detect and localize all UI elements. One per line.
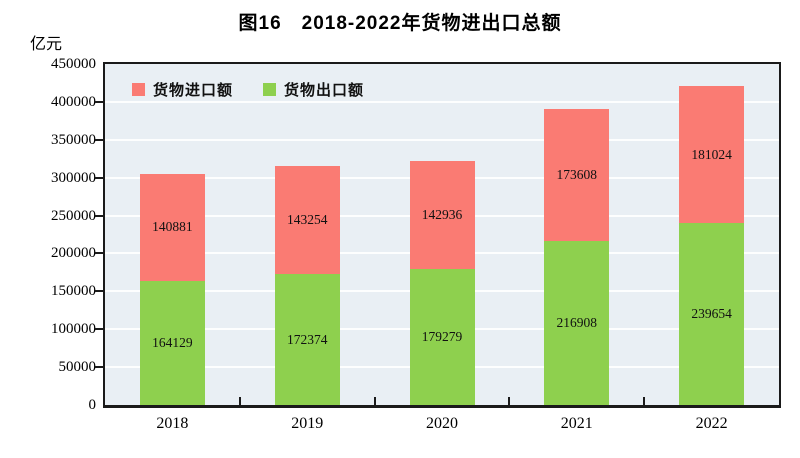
bar-segment-export: 216908 — [544, 240, 610, 405]
x-label-2021: 2021 — [560, 415, 593, 432]
y-tick-label: 350000 — [51, 131, 96, 148]
y-tick-label: 200000 — [51, 245, 96, 262]
bar-2021: 173608 216908 — [544, 109, 610, 405]
y-tick-label: 0 — [88, 397, 97, 413]
gridline — [105, 100, 779, 103]
chart-title: 图16 2018-2022年货物进出口总额 — [238, 13, 562, 34]
x-label-2020: 2020 — [426, 415, 458, 432]
legend-item-export: 货物出口额 — [263, 79, 364, 100]
y-tick — [95, 366, 103, 369]
y-tick — [95, 290, 103, 293]
bar-segment-import: 143254 — [274, 165, 340, 275]
x-label-2022: 2022 — [695, 415, 728, 432]
y-tick — [95, 252, 103, 255]
bar-2022: 181024 239654 — [679, 86, 745, 405]
y-tick-label: 100000 — [51, 321, 96, 338]
y-tick-label: 450000 — [51, 56, 96, 72]
y-axis-unit-label: 亿元 — [30, 36, 63, 53]
bar-value-export: 239654 — [691, 306, 732, 322]
bar-value-import: 173608 — [556, 166, 598, 182]
x-tick — [643, 397, 646, 405]
legend-swatch-export — [263, 83, 277, 96]
bar-2020: 142936 179279 — [409, 160, 475, 405]
bar-value-import: 140881 — [152, 219, 193, 235]
x-tick — [238, 397, 241, 405]
x-label-2018: 2018 — [156, 415, 189, 432]
bar-2018: 140881 164129 — [139, 173, 205, 405]
bar-segment-import: 140881 — [139, 173, 205, 281]
x-label-2019: 2019 — [291, 415, 324, 432]
y-tick-label: 400000 — [51, 93, 96, 110]
bar-2019: 143254 172374 — [274, 165, 340, 405]
y-tick-label: 50000 — [58, 359, 97, 376]
y-tick — [95, 328, 103, 331]
legend-swatch-import — [132, 83, 145, 96]
bar-segment-export: 179279 — [409, 269, 475, 405]
plot-area: 货物进口额 货物出口额 140881 164129 143254 172374 14293… — [103, 62, 781, 408]
bar-value-export: 164129 — [152, 334, 193, 350]
bar-segment-import: 142936 — [409, 160, 475, 270]
bar-segment-import: 173608 — [544, 109, 610, 241]
x-tick — [373, 397, 376, 405]
legend-item-import: 货物进口额 — [132, 79, 233, 100]
chart-legend: 货物进口额 货物出口额 — [132, 79, 364, 100]
bar-value-export: 172374 — [286, 331, 328, 347]
y-tick — [95, 214, 103, 217]
bar-value-export: 216908 — [556, 314, 598, 330]
legend-label: 货物出口额 — [284, 82, 365, 99]
bar-value-import: 181024 — [691, 146, 732, 162]
legend-label: 货物进口额 — [153, 82, 234, 99]
bar-segment-export: 239654 — [679, 223, 745, 405]
x-tick — [508, 397, 511, 405]
y-tick-label: 300000 — [51, 169, 96, 186]
bar-segment-import: 181024 — [679, 86, 745, 224]
y-tick-label: 150000 — [51, 283, 96, 300]
bar-value-import: 143254 — [286, 212, 328, 228]
y-tick — [95, 176, 103, 179]
gridline — [105, 138, 779, 141]
bar-segment-export: 164129 — [139, 280, 205, 405]
y-tick — [95, 138, 103, 141]
bar-value-import: 142936 — [421, 207, 463, 222]
bar-value-export: 179279 — [421, 329, 463, 345]
y-tick — [95, 100, 103, 103]
y-tick-label: 250000 — [51, 207, 96, 224]
bar-segment-export: 172374 — [274, 274, 340, 405]
